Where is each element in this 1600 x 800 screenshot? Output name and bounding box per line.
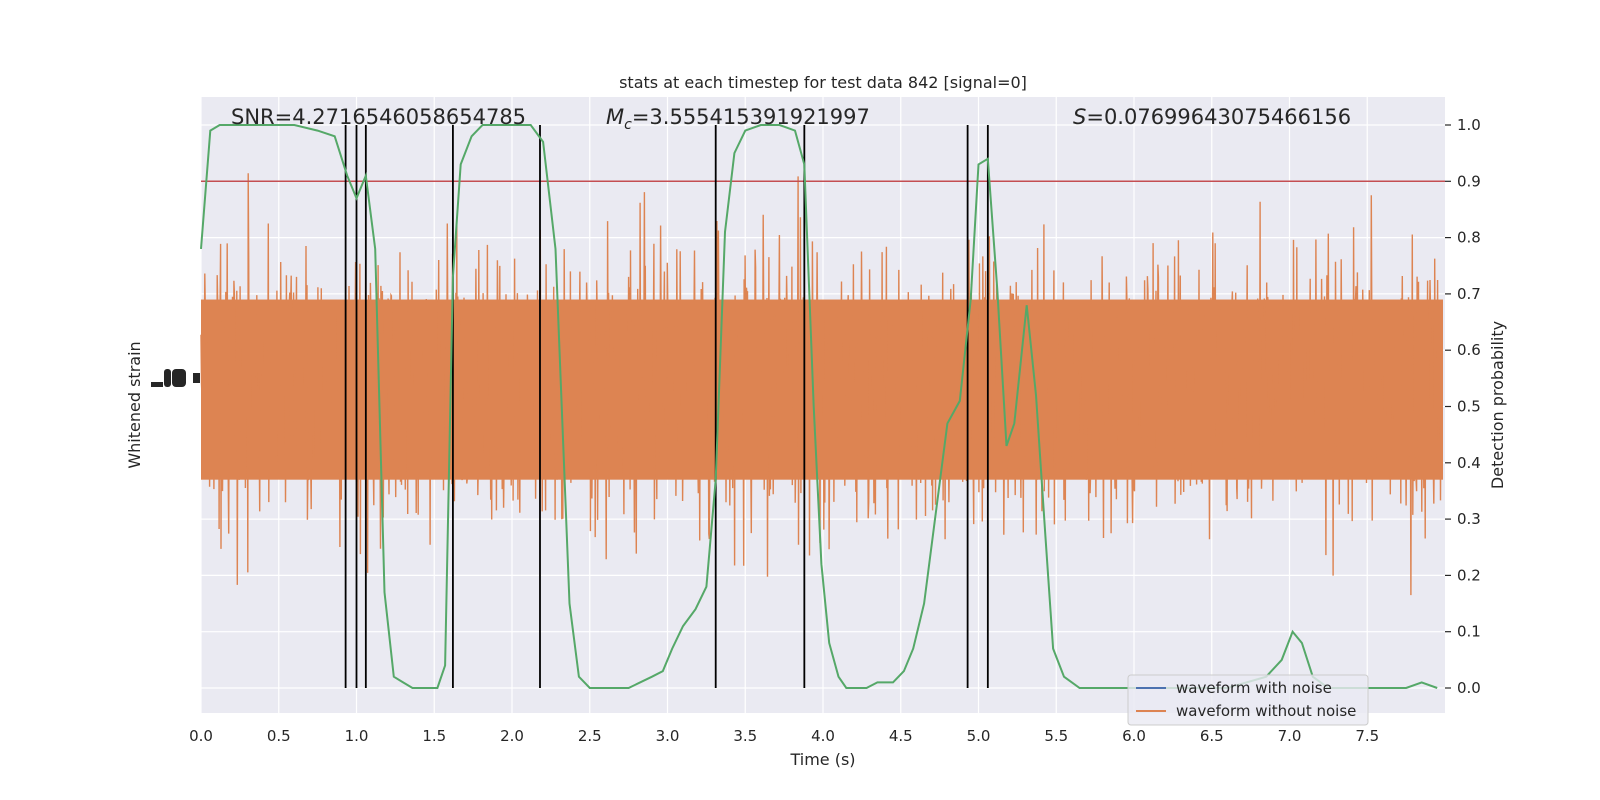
left-tick-mark — [164, 369, 171, 387]
detection-probability-line — [200, 124, 1438, 689]
y-tick-label: 0.4 — [1457, 454, 1481, 472]
x-tick-label: 2.5 — [578, 727, 602, 745]
legend-label-without-noise: waveform without noise — [1176, 702, 1356, 720]
left-tick-mark — [193, 373, 200, 383]
y-tick-label: 0.2 — [1457, 566, 1481, 584]
s-annotation: S=0.07699643075466156 — [1073, 105, 1351, 129]
x-tick-label: 4.0 — [811, 727, 835, 745]
chirp-mass-symbol: M — [606, 105, 624, 129]
x-axis-label: Time (s) — [789, 750, 855, 769]
y-tick-label: 0.3 — [1457, 510, 1481, 528]
waveform-without-noise-series — [200, 173, 1443, 596]
x-axis-ticks: 0.0 0.5 1.0 1.5 2.0 2.5 3.0 3.5 4.0 4.5 5.0 5.5 6.0 6… — [189, 727, 1379, 745]
left-tick-mark — [151, 382, 163, 387]
chart-title: stats at each timestep for test data 842… — [619, 73, 1027, 92]
x-tick-label: 7.0 — [1278, 727, 1302, 745]
vertical-marker-lines — [344, 125, 989, 688]
y-tick-label: 0.7 — [1457, 285, 1481, 303]
y-tick-label: 0.0 — [1457, 679, 1481, 697]
y-tick-label: 1.0 — [1457, 116, 1481, 134]
s-value: =0.07699643075466156 — [1086, 105, 1351, 129]
x-tick-label: 5.5 — [1044, 727, 1068, 745]
legend-box — [1127, 674, 1369, 726]
x-tick-label: 5.0 — [967, 727, 991, 745]
y-tick-label: 0.8 — [1457, 229, 1481, 247]
snr-annotation: SNR=4.2716546058654785 — [231, 105, 526, 129]
chirp-mass-annotation: Mc=3.555415391921997 — [606, 105, 870, 133]
legend: waveform with noise waveform without noi… — [1127, 674, 1369, 726]
x-tick-label: 3.5 — [733, 727, 757, 745]
chirp-mass-value: =3.555415391921997 — [632, 105, 870, 129]
legend-label-with-noise: waveform with noise — [1176, 679, 1332, 697]
x-tick-label: 1.0 — [345, 727, 369, 745]
x-tick-label: 0.0 — [189, 727, 213, 745]
left-tick-mark — [172, 369, 186, 387]
y-tick-label: 0.5 — [1457, 398, 1481, 416]
chirp-mass-subscript: c — [624, 117, 632, 133]
x-tick-label: 7.5 — [1355, 727, 1379, 745]
y-axis-left-label: Whitened strain — [125, 341, 144, 468]
s-symbol: S — [1073, 105, 1086, 129]
left-axis-overlapping-ticks — [151, 369, 200, 387]
y-tick-label: 0.9 — [1457, 172, 1481, 190]
x-tick-label: 0.5 — [267, 727, 291, 745]
x-tick-label: 3.0 — [656, 727, 680, 745]
y-tick-label: 0.1 — [1457, 623, 1481, 641]
y-axis-right-ticks: 0.0 0.1 0.2 0.3 0.4 0.5 0.6 0.7 0.8 0.9 1.0 — [1445, 116, 1481, 697]
x-tick-label: 6.0 — [1122, 727, 1146, 745]
y-tick-label: 0.6 — [1457, 341, 1481, 359]
y-axis-right-label: Detection probability — [1488, 321, 1507, 489]
x-tick-label: 2.0 — [500, 727, 524, 745]
x-tick-label: 6.5 — [1200, 727, 1224, 745]
x-tick-label: 4.5 — [889, 727, 913, 745]
waveform-without-noise-line — [200, 173, 1443, 596]
x-tick-label: 1.5 — [422, 727, 446, 745]
